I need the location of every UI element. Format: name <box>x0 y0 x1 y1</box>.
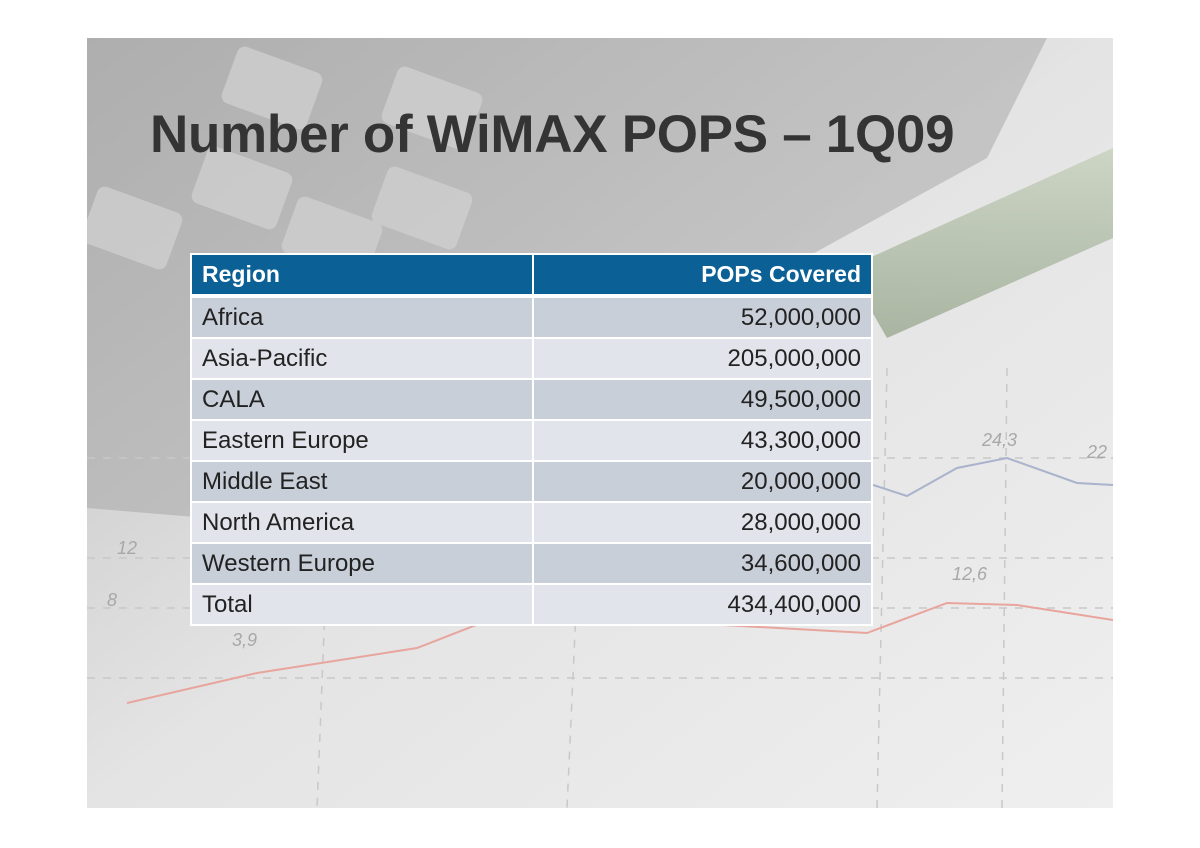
slide-title: Number of WiMAX POPS – 1Q09 <box>150 105 955 164</box>
svg-text:3,9: 3,9 <box>232 630 257 650</box>
pops-cell: 20,000,000 <box>532 460 873 503</box>
pops-cell: 43,300,000 <box>532 419 873 462</box>
region-cell: North America <box>190 501 534 544</box>
region-cell: Middle East <box>190 460 534 503</box>
column-header: Region <box>190 253 534 298</box>
region-cell: Western Europe <box>190 542 534 585</box>
table-row: Middle East 20,000,000 <box>190 460 873 503</box>
table-row: CALA 49,500,000 <box>190 378 873 421</box>
header-row: Region POPs Covered <box>190 253 873 298</box>
region-cell: CALA <box>190 378 534 421</box>
svg-text:24,3: 24,3 <box>981 430 1017 450</box>
table-row: Eastern Europe 43,300,000 <box>190 419 873 462</box>
svg-text:22: 22 <box>1086 442 1107 462</box>
table-row: North America 28,000,000 <box>190 501 873 544</box>
svg-text:12: 12 <box>117 538 137 558</box>
region-cell: Africa <box>190 295 534 339</box>
table-row: Africa 52,000,000 <box>190 295 873 339</box>
pops-cell: 205,000,000 <box>532 337 873 380</box>
pops-table: Region POPs Covered Africa 52,000,000 Asia-… <box>190 253 873 626</box>
pops-cell: 34,600,000 <box>532 542 873 585</box>
svg-text:8: 8 <box>107 590 117 610</box>
region-cell: Asia-Pacific <box>190 337 534 380</box>
region-cell: Eastern Europe <box>190 419 534 462</box>
pops-cell: 52,000,000 <box>532 295 873 339</box>
table-row: Western Europe 34,600,000 <box>190 542 873 585</box>
table-row: Asia-Pacific 205,000,000 <box>190 337 873 380</box>
pops-cell: 49,500,000 <box>532 378 873 421</box>
region-cell: Total <box>190 583 534 626</box>
pops-cell: 28,000,000 <box>532 501 873 544</box>
pops-cell: 434,400,000 <box>532 583 873 626</box>
svg-text:12,6: 12,6 <box>952 564 988 584</box>
column-header: POPs Covered <box>532 253 873 298</box>
table-row: Total 434,400,000 <box>190 583 873 626</box>
table-body: Africa 52,000,000 Asia-Pacific 205,000,000 C… <box>190 295 873 626</box>
slide: 24,3 22 12,6 12 8 3,9 Number of WiMAX POPS –… <box>87 38 1113 808</box>
